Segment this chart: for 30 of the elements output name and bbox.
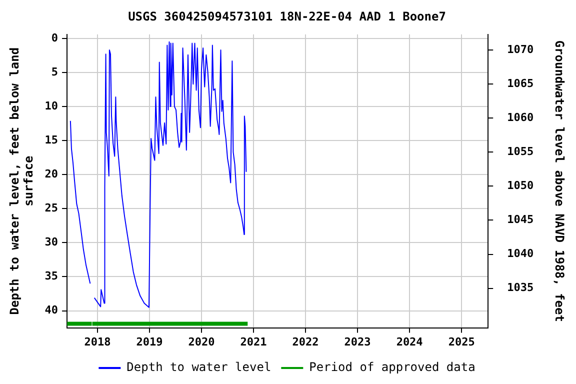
y2-tick-label: 1055: [507, 145, 534, 158]
y-tick-label: 35: [44, 270, 58, 283]
y2-tick-label: 1065: [507, 76, 534, 90]
y2-axis-title: Groundwater level above NAVD 1988, feet: [552, 40, 567, 322]
y2-tick-label: 1060: [507, 110, 534, 124]
x-tick-label: 2019: [136, 335, 163, 348]
y-axis-title: Depth to water level, feet below land surface: [7, 47, 36, 315]
y2-tick-label: 1050: [507, 179, 534, 192]
x-tick-label: 2023: [344, 335, 371, 348]
y-tick-label: 25: [44, 202, 58, 215]
x-tick-label: 2024: [396, 335, 424, 348]
x-tick-label: 2022: [292, 335, 319, 348]
y-tick-label: 30: [44, 236, 58, 249]
x-tick-label: 2025: [448, 335, 475, 348]
y2-tick-label: 1040: [507, 247, 534, 260]
y2-tick-label: 1045: [507, 213, 534, 226]
x-tick-label: 2021: [240, 335, 268, 348]
x-tick-label: 2020: [188, 335, 215, 348]
y2-tick-label: 1035: [507, 281, 534, 294]
legend-label: Period of approved data: [309, 360, 476, 374]
chart-title: USGS 360425094573101 18N-22E-04 AAD 1 Boone7: [128, 9, 446, 24]
y2-tick-label: 1070: [507, 42, 534, 56]
y-tick-label: 15: [44, 133, 58, 146]
y-tick-label: 0: [51, 31, 58, 44]
y-tick-label: 5: [51, 65, 58, 78]
y-tick-label: 10: [44, 99, 58, 112]
legend-label: Depth to water level: [126, 360, 272, 374]
y-tick-label: 40: [44, 304, 58, 317]
y-tick-label: 20: [44, 167, 58, 180]
x-tick-label: 2018: [84, 335, 111, 348]
